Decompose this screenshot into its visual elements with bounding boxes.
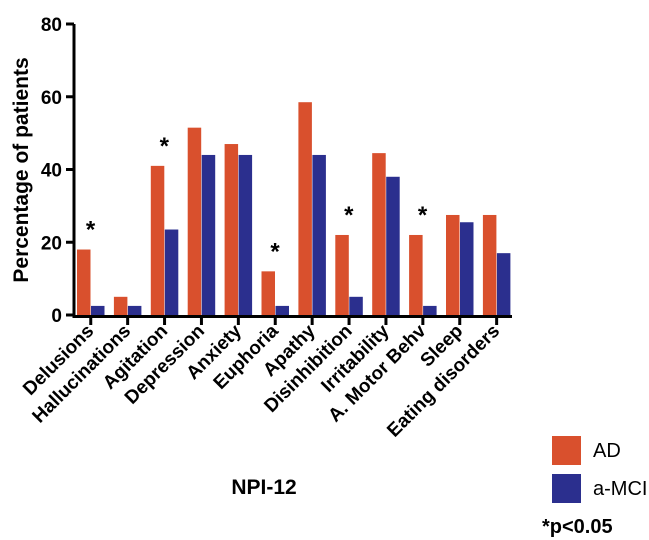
y-tick-label: 0	[51, 306, 62, 327]
bar-amci	[275, 305, 289, 316]
bar-amci	[460, 222, 474, 316]
significance-star: *	[270, 238, 280, 265]
bar-amci	[423, 305, 437, 316]
y-ticks: 0 20 40 60 80	[41, 15, 74, 327]
significance-star: *	[418, 202, 428, 229]
bar-ad	[298, 102, 312, 316]
x-ticks: DelusionsHallucinationsAgitationDepressi…	[19, 316, 504, 442]
bar-ad	[77, 249, 91, 316]
y-tick-label: 20	[41, 233, 62, 254]
legend-swatch-amci	[552, 474, 581, 503]
bar-amci	[386, 176, 400, 316]
significance-markers: * * * * *	[86, 133, 428, 265]
bar-ad	[409, 234, 423, 316]
bar-ad	[261, 271, 275, 316]
significance-star: *	[344, 202, 354, 229]
significance-star: *	[160, 133, 170, 160]
legend: AD a-MCI	[552, 436, 647, 503]
y-tick-label: 80	[41, 15, 62, 36]
bar-amci	[349, 296, 363, 316]
bar-ad	[372, 153, 386, 316]
legend-label-amci: a-MCI	[593, 478, 647, 500]
bar-ad	[335, 234, 349, 316]
significance-star: *	[86, 217, 96, 244]
bar-ad	[113, 296, 128, 316]
bar-amci	[312, 154, 326, 316]
bar-ad	[482, 214, 497, 316]
bars-group	[77, 102, 511, 316]
bar-amci	[496, 253, 511, 316]
bar-ad	[224, 144, 239, 316]
bar-amci	[164, 229, 179, 316]
bar-ad	[150, 165, 165, 316]
bar-ad	[446, 214, 460, 316]
y-axis-title: Percentage of patients	[10, 57, 33, 282]
bar-amci	[127, 305, 142, 316]
x-axis-title: NPI-12	[231, 476, 296, 499]
y-tick-label: 60	[41, 88, 62, 109]
legend-swatch-ad	[552, 436, 581, 465]
bar-amci	[238, 154, 253, 316]
bar-amci	[91, 305, 105, 316]
legend-label-ad: AD	[593, 440, 621, 462]
y-tick-label: 40	[41, 161, 62, 182]
bar-ad	[187, 127, 202, 316]
bar-amci	[201, 154, 216, 316]
footnote: *p<0.05	[542, 516, 613, 538]
